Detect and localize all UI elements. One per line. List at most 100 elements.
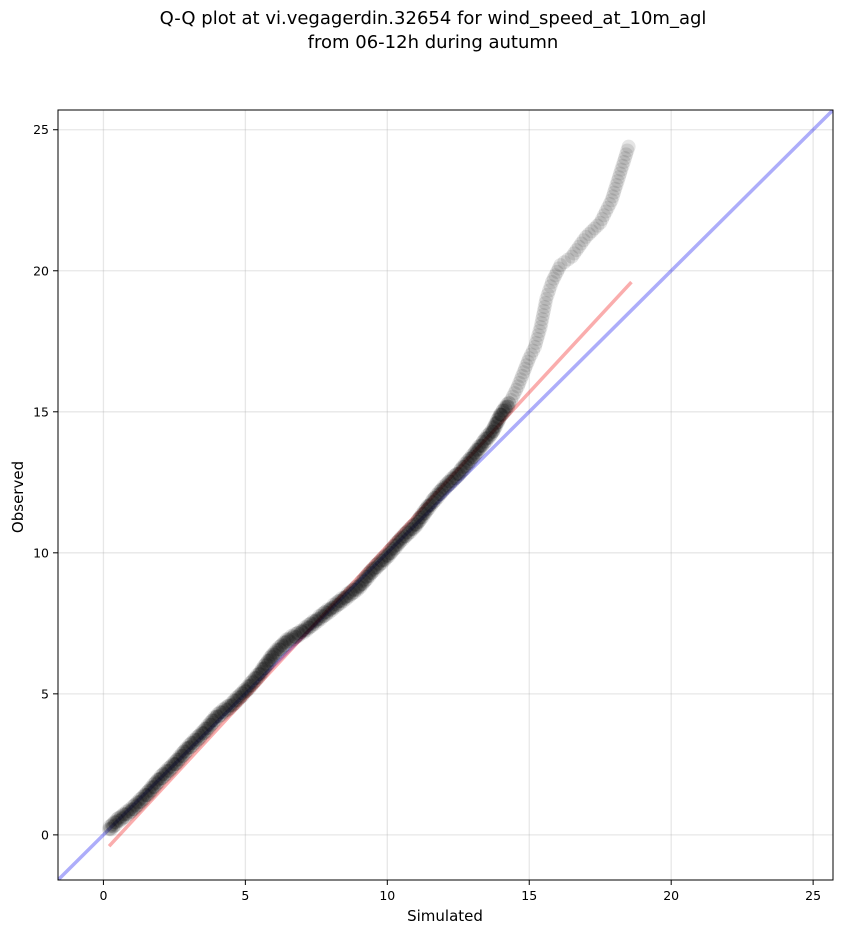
quantile-point <box>442 474 457 489</box>
chart-title-line-2: from 06-12h during autumn <box>308 32 559 53</box>
quantile-point <box>445 474 460 489</box>
quantile-point <box>507 386 522 401</box>
quantile-point <box>187 734 202 749</box>
quantile-point <box>285 630 300 645</box>
quantile-point <box>353 580 368 595</box>
quantile-point <box>459 459 474 474</box>
quantile-point <box>139 785 154 800</box>
quantile-point <box>248 673 263 688</box>
quantile-point <box>608 181 623 196</box>
quantile-point <box>144 781 159 796</box>
quantile-point <box>593 215 608 230</box>
quantile-point <box>428 493 443 508</box>
quantile-point <box>497 403 512 418</box>
quantile-point <box>199 724 214 739</box>
x-tick-label: 25 <box>805 888 821 903</box>
quantile-point <box>424 498 439 513</box>
quantile-point <box>325 603 340 618</box>
quantile-point <box>260 657 275 672</box>
quantile-point <box>504 392 519 407</box>
quantile-point <box>376 552 391 567</box>
chart-title-line-1: Q-Q plot at vi.vegagerdin.32654 for wind… <box>160 8 707 29</box>
quantile-point <box>475 439 490 454</box>
quantile-point <box>616 154 631 169</box>
quantile-point <box>112 813 127 828</box>
quantile-point <box>492 412 507 427</box>
quantile-point <box>449 466 464 481</box>
quantile-point <box>354 574 369 589</box>
quantile-point <box>219 703 234 718</box>
quantile-point <box>398 529 413 544</box>
quantile-point <box>427 490 442 505</box>
quantile-point <box>212 708 227 723</box>
quantile-point <box>456 462 471 477</box>
quantile-point <box>136 791 151 806</box>
quantile-point <box>274 638 289 653</box>
quantile-point <box>557 255 572 270</box>
quantile-point <box>493 407 508 422</box>
quantile-point <box>314 608 329 623</box>
quantile-point <box>208 711 223 726</box>
quantile-point <box>129 798 144 813</box>
quantile-point <box>454 464 469 479</box>
quantile-point <box>162 764 177 779</box>
quantile-point <box>150 776 165 791</box>
quantile-point <box>229 690 244 705</box>
quantile-point <box>375 553 390 568</box>
quantile-point <box>412 510 427 525</box>
quantile-point <box>417 506 432 521</box>
quantile-point <box>318 605 333 620</box>
quantile-point <box>480 428 495 443</box>
quantile-point <box>145 780 160 795</box>
quantile-point <box>409 516 424 531</box>
quantile-point <box>102 822 117 837</box>
quantile-point <box>564 249 579 264</box>
quantile-point <box>117 807 132 822</box>
quantile-point <box>458 456 473 471</box>
quantile-point <box>330 598 345 613</box>
quantile-point <box>358 573 373 588</box>
quantile-point <box>248 671 263 686</box>
quantile-point <box>102 819 117 834</box>
quantile-point <box>520 354 535 369</box>
quantile-point <box>420 502 435 517</box>
quantile-point <box>272 642 287 657</box>
quantile-point <box>328 597 343 612</box>
x-axis-ticks: 0 5 10 15 20 25 <box>99 880 821 903</box>
quantile-point <box>409 518 424 533</box>
quantile-point <box>439 476 454 491</box>
quantile-point <box>206 715 221 730</box>
quantile-point <box>224 698 239 713</box>
quantile-point <box>379 550 394 565</box>
quantile-point <box>527 339 542 354</box>
quantile-point <box>329 595 344 610</box>
quantile-point <box>145 783 160 798</box>
quantile-point <box>153 768 168 783</box>
quantile-point <box>124 804 139 819</box>
quantile-point <box>447 468 462 483</box>
quantile-point <box>146 777 161 792</box>
quantile-point <box>139 788 154 803</box>
quantile-point <box>355 576 370 591</box>
quantile-point <box>160 763 175 778</box>
quantile-point <box>437 480 452 495</box>
quantile-point <box>355 577 370 592</box>
quantile-point <box>620 143 635 158</box>
quantile-point <box>184 735 199 750</box>
quantile-point <box>509 382 524 397</box>
quantile-point <box>468 446 483 461</box>
quantile-point <box>326 597 341 612</box>
quantile-points <box>102 139 636 837</box>
quantile-point <box>533 320 548 335</box>
quantile-point <box>154 771 169 786</box>
quantile-point <box>322 605 337 620</box>
quantile-point <box>534 316 549 331</box>
quantile-point <box>234 686 249 701</box>
quantile-point <box>306 613 321 628</box>
quantile-point <box>197 726 212 741</box>
quantile-point <box>176 748 191 763</box>
quantile-point <box>324 600 339 615</box>
quantile-point <box>164 759 179 774</box>
quantile-point <box>292 627 307 642</box>
quantile-point <box>470 445 485 460</box>
